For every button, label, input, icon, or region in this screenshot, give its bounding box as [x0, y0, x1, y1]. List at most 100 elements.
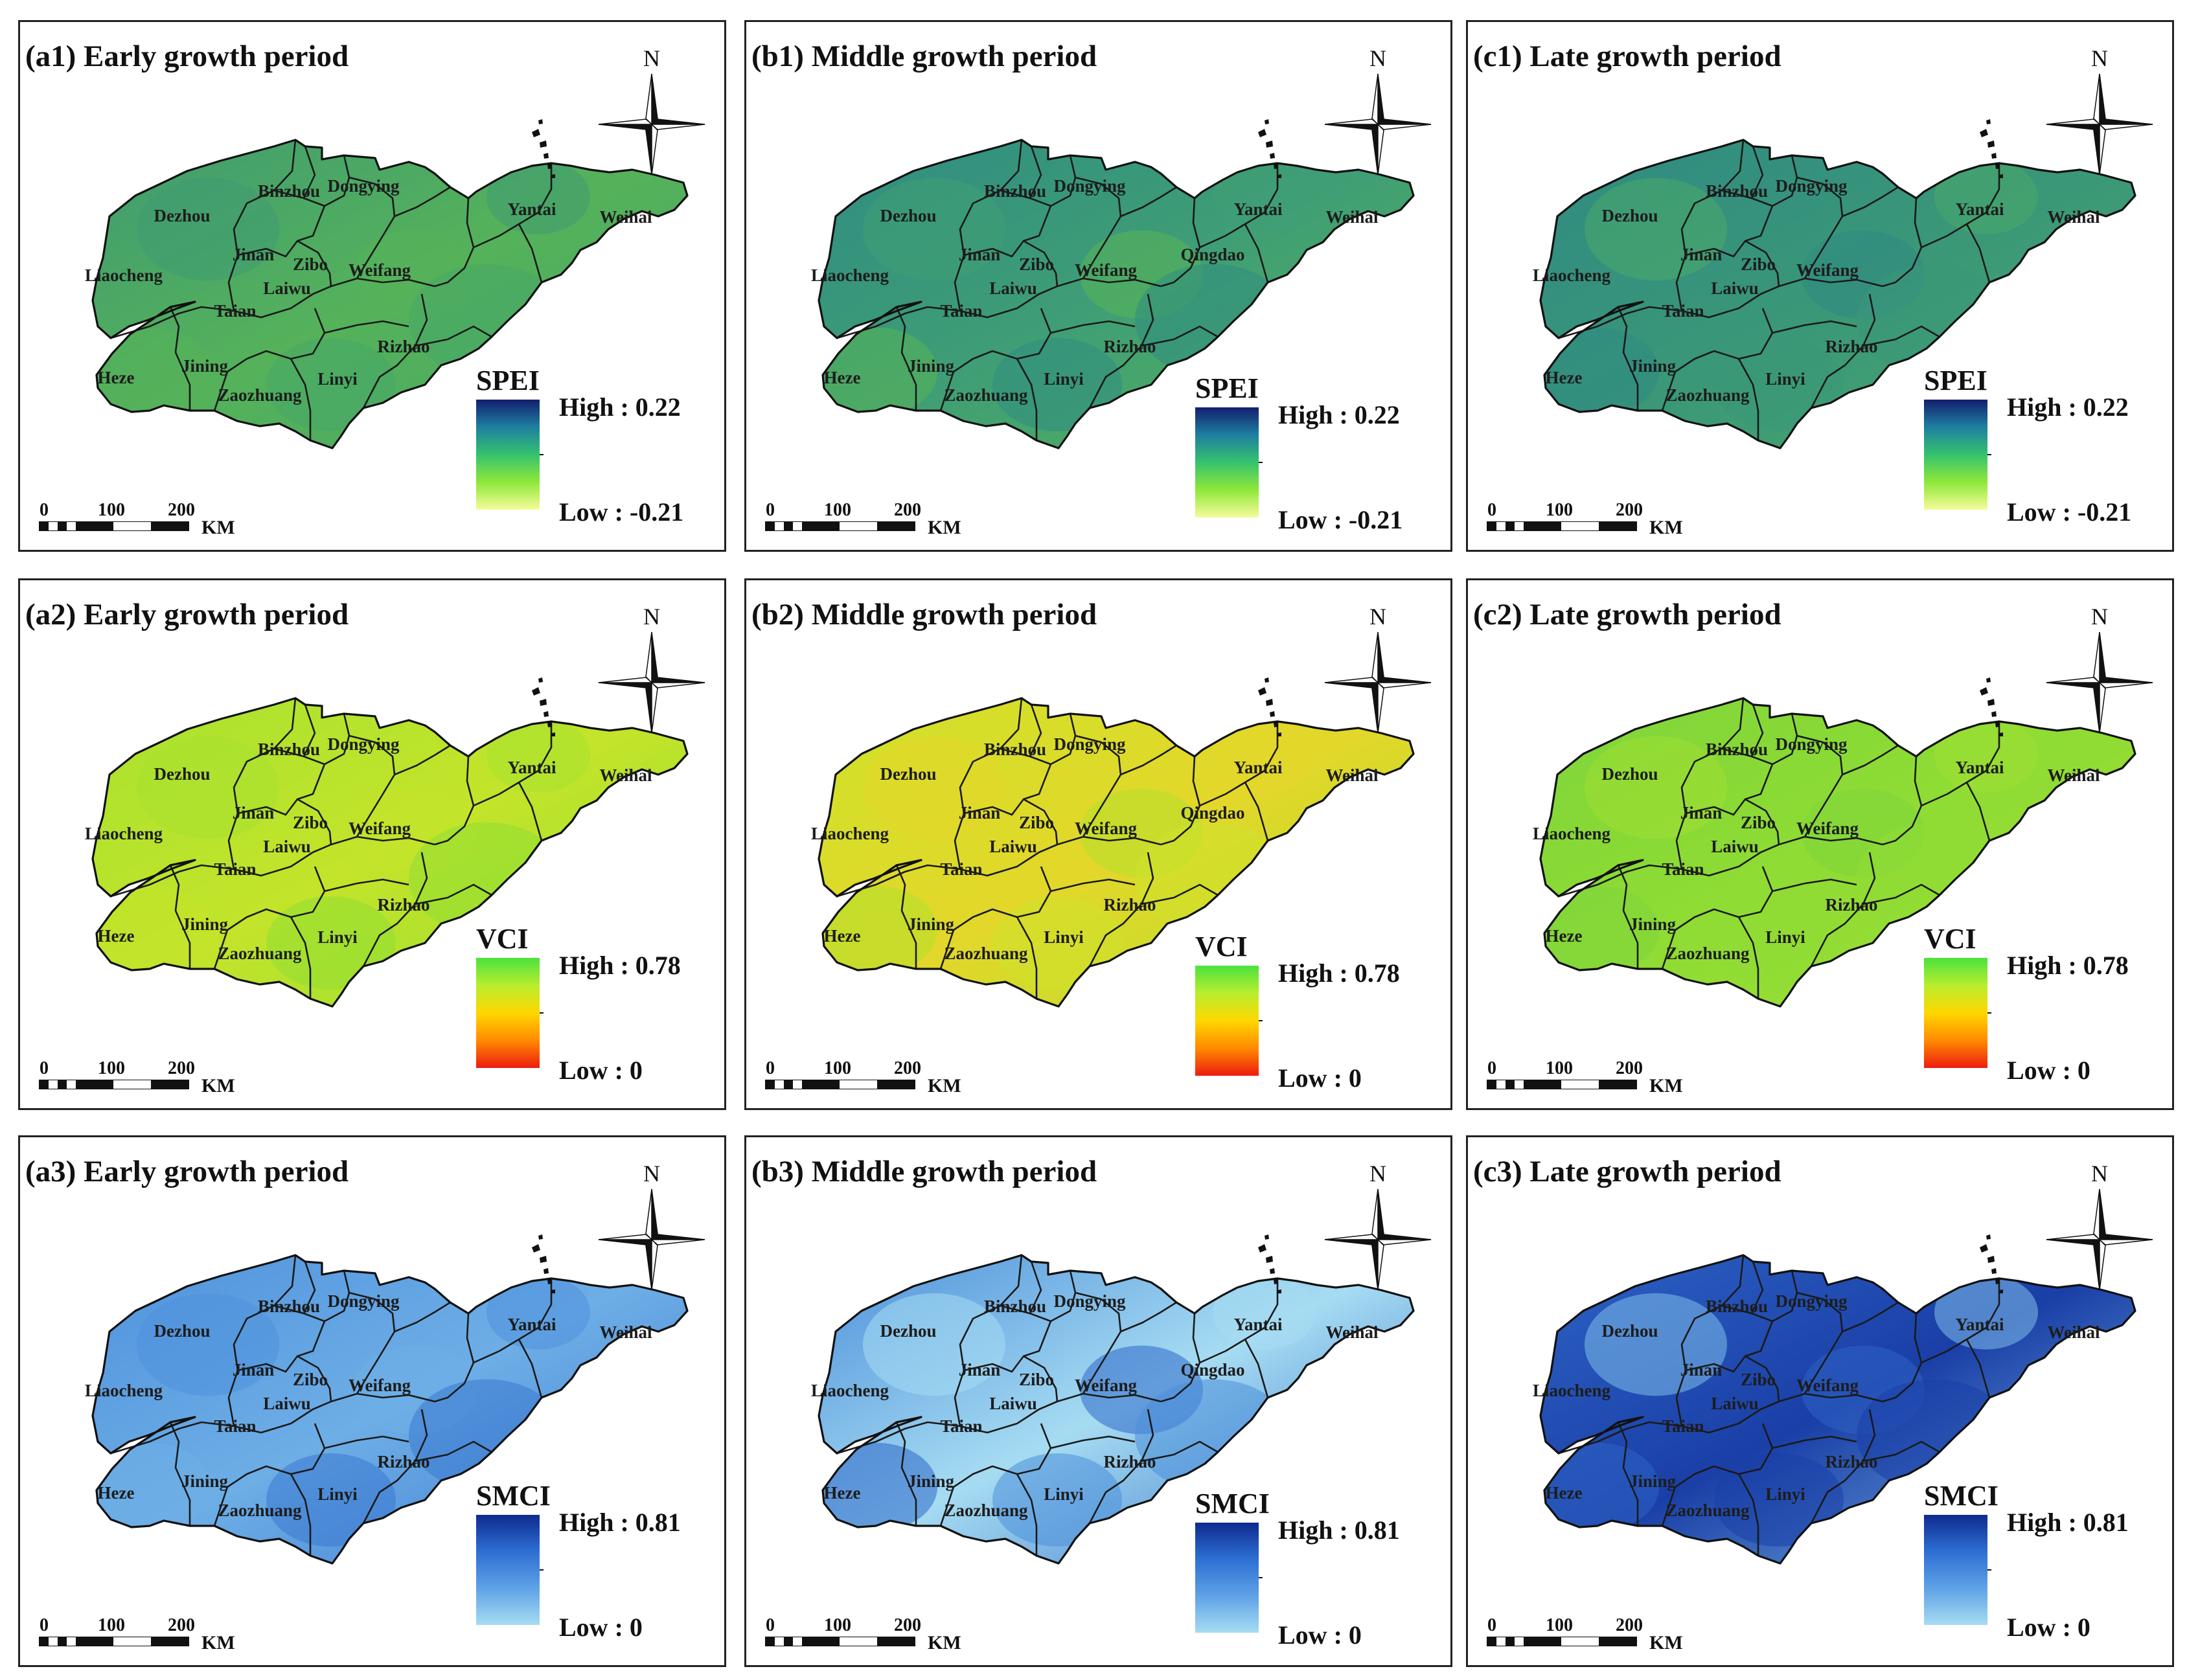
city-label: Zaozhuang: [218, 1501, 302, 1520]
city-border: [1160, 756, 1201, 846]
city-border: [836, 835, 1162, 898]
island: [544, 711, 549, 717]
arrow-blade: [645, 1188, 652, 1241]
city-label: Yantai: [1955, 199, 2004, 219]
city-border: [1661, 308, 1774, 411]
arrow-blade: [2093, 681, 2100, 734]
scale-segment: [40, 1080, 49, 1089]
city-label: Jinan: [1680, 1360, 1723, 1379]
arrow-blade: [1377, 1234, 1432, 1240]
city-label: Zibo: [293, 255, 328, 274]
city-label: Zaozhuang: [218, 944, 302, 963]
legend-low: Low : -0.21: [559, 497, 683, 527]
city-label: Jining: [181, 1471, 229, 1491]
arrow-blade: [650, 1239, 705, 1245]
city-border: [303, 704, 316, 757]
arrow-blade: [1377, 1188, 1384, 1241]
city-border: [1810, 1409, 1876, 1524]
city-label: Yantai: [1233, 1315, 1283, 1334]
city-border: [963, 205, 1052, 258]
city-label: Zibo: [1019, 813, 1054, 832]
raster-blob: [1585, 736, 1727, 839]
arrow-blade: [2099, 73, 2106, 126]
legend-colorbar: [476, 958, 540, 1068]
island: [532, 129, 540, 137]
city-border: [473, 163, 553, 249]
legend-low: Low : 0: [559, 1056, 643, 1085]
scale-segment: [1524, 522, 1561, 530]
island: [1270, 153, 1275, 159]
city-border: [1120, 744, 1177, 776]
city-label: Taian: [1662, 1416, 1704, 1436]
scale-segment: [840, 1637, 877, 1646]
north-label: N: [643, 45, 660, 71]
city-label: Heze: [98, 1483, 135, 1503]
city-label: Zibo: [293, 1370, 328, 1389]
city-label: Zaozhuang: [1666, 944, 1750, 963]
island: [547, 1279, 552, 1284]
north-label: N: [2091, 45, 2108, 71]
city-label: Dongying: [1775, 1291, 1848, 1311]
island: [1270, 711, 1275, 717]
scale-segment: [877, 1080, 915, 1089]
city-label: Weifang: [1075, 819, 1138, 838]
city-border: [939, 866, 1052, 970]
city-label: Liaocheng: [811, 824, 889, 843]
map-svg: (c3) Late growth period Dezhou Binzhou Dong…: [1473, 1155, 2153, 1653]
arrow-blade: [1377, 73, 1384, 126]
arrow-blade: [645, 1238, 652, 1291]
city-border: [237, 764, 326, 816]
scale-segment: [775, 1080, 784, 1089]
city-border: [518, 782, 543, 841]
city-border: [324, 1435, 409, 1449]
city-label: Zaozhuang: [944, 385, 1028, 405]
map-svg: (b1) Middle growth period Dezhou Binzhou Do…: [751, 40, 1432, 538]
scale-tick: 100: [824, 500, 851, 520]
arrow-blade: [2098, 124, 2153, 130]
scale-bar: 0 100 200 KM: [1487, 500, 1683, 538]
city-border: [1750, 1261, 1764, 1314]
city-border: [415, 1440, 492, 1462]
city-border: [415, 325, 492, 347]
north-arrow-icon: N: [598, 45, 705, 176]
city-border: [836, 277, 1162, 339]
scale-tick: 200: [894, 1615, 921, 1635]
city-label: Jinan: [233, 245, 275, 264]
arrow-blade: [1377, 681, 1384, 734]
north-label: N: [643, 1161, 660, 1186]
city-label: Rizhao: [378, 895, 430, 914]
city-label: Weifang: [349, 1376, 411, 1395]
city-label: Zaozhuang: [944, 1501, 1028, 1520]
city-label: Weihai: [2047, 207, 2100, 227]
arrow-blade: [645, 681, 652, 734]
north-label: N: [2091, 1161, 2108, 1186]
map-svg: (c2) Late growth period Dezhou Binzhou Dong…: [1473, 598, 2153, 1096]
city-label: Laiwu: [989, 837, 1037, 856]
city-label: Qingdao: [1180, 245, 1244, 264]
province-outline: [91, 139, 689, 449]
city-border: [1721, 713, 1798, 766]
scale-tick: 100: [824, 1615, 851, 1635]
panel-title: (c2) Late growth period: [1473, 598, 1781, 631]
city-label: Binzhou: [1706, 181, 1768, 201]
scale-segment: [793, 1080, 802, 1089]
arrow-blade: [2093, 631, 2100, 684]
city-label: Heze: [824, 1483, 861, 1503]
arrow-blade: [1324, 682, 1379, 688]
scale-segment: [802, 1637, 840, 1646]
legend-high: High : 0.81: [2007, 1508, 2129, 1537]
island: [1265, 119, 1269, 124]
island: [1999, 174, 2003, 178]
city-border: [1023, 798, 1059, 845]
panel-title: (a3) Early growth period: [25, 1155, 349, 1188]
legend: SPEI High : 0.22 Low : -0.21: [476, 365, 683, 527]
city-border: [169, 306, 191, 411]
city-label: Jining: [1629, 1471, 1677, 1491]
map-panel: (c2) Late growth period Dezhou Binzhou Dong…: [1466, 578, 2174, 1110]
city-label: Jining: [181, 914, 229, 934]
city-border: [1965, 223, 1991, 283]
map-panel: (a1) Early growth period Dezhou Binzhou Don…: [18, 20, 726, 552]
city-border: [1675, 1254, 1745, 1427]
scale-segment: [793, 1637, 802, 1646]
city-label: Heze: [1546, 926, 1583, 946]
